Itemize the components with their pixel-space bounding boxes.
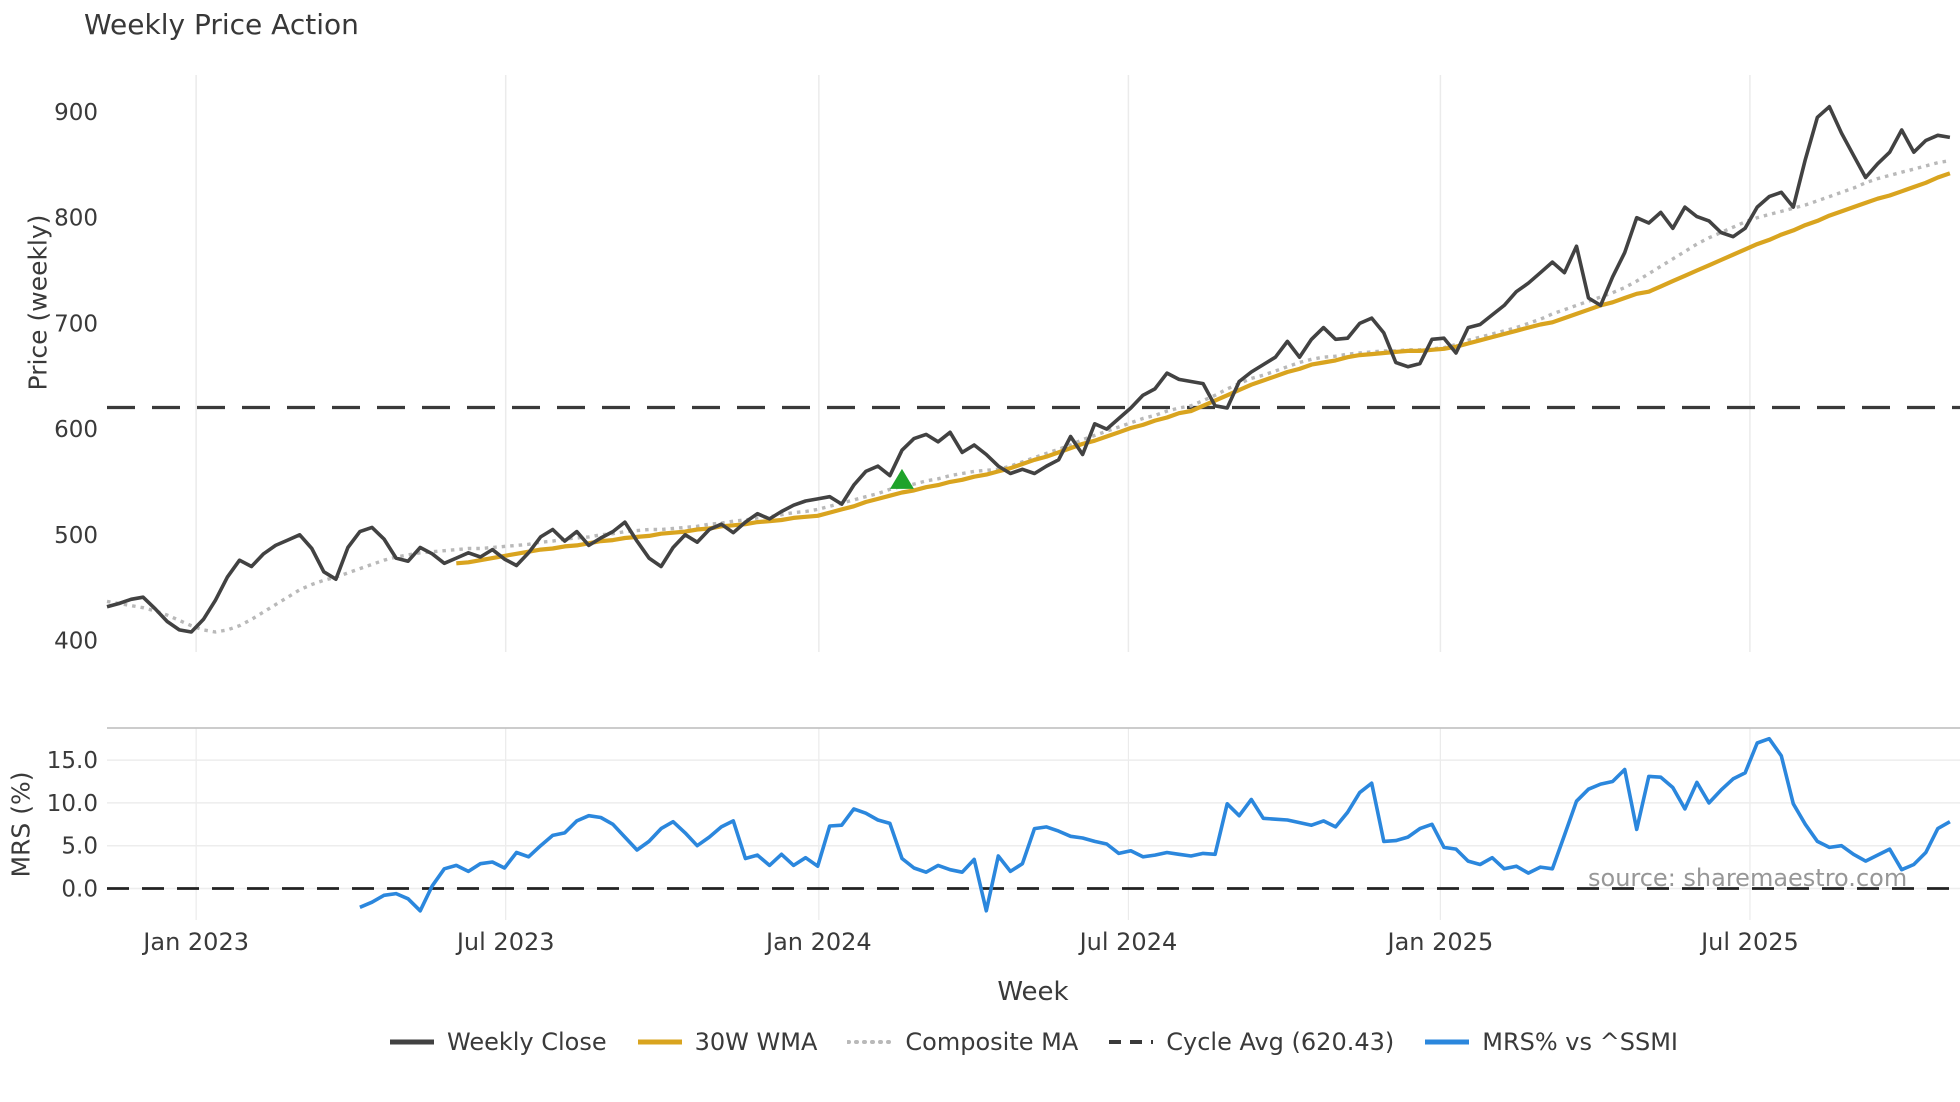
legend-swatch-dashed <box>1109 1040 1154 1044</box>
composite-ma-line <box>106 158 1951 634</box>
legend-item: Weekly Close <box>389 1028 607 1056</box>
x-tick-label: Jul 2025 <box>1699 928 1799 956</box>
legend-item: 30W WMA <box>637 1028 818 1056</box>
price-ytick-label: 900 <box>54 100 98 126</box>
x-tick-label: Jul 2023 <box>455 928 555 956</box>
mrs-ytick-label: 0.0 <box>61 877 98 903</box>
legend-label: Weekly Close <box>447 1028 607 1056</box>
legend-swatch-solid <box>1425 1039 1470 1045</box>
legend-label: MRS% vs ^SSMI <box>1482 1028 1678 1056</box>
legend-swatch-solid <box>390 1039 434 1045</box>
chart-legend: Weekly Close 30W WMA Composite MA Cycle … <box>107 1028 1960 1056</box>
chart-title: Weekly Price Action <box>84 8 359 41</box>
x-tick-label: Jul 2024 <box>1078 928 1178 956</box>
legend-item: MRS% vs ^SSMI <box>1424 1028 1678 1056</box>
price-ytick-label: 800 <box>54 206 98 232</box>
mrs-ytick-label: 5.0 <box>61 834 98 860</box>
legend-item: Composite MA <box>847 1028 1078 1056</box>
legend-label: Composite MA <box>905 1028 1079 1056</box>
wma-30w-line <box>456 171 1951 566</box>
x-axis-label: Week <box>997 977 1069 1007</box>
source-watermark: source: sharemaestro.com <box>1588 864 1908 892</box>
x-tick-label: Jan 2024 <box>764 928 872 956</box>
weekly-close-line <box>106 104 1951 634</box>
legend-item: Cycle Avg (620.43) <box>1108 1028 1394 1056</box>
x-tick-label: Jan 2025 <box>1386 928 1494 956</box>
legend-swatch-dotted <box>847 1040 894 1044</box>
price-ytick-label: 700 <box>54 311 98 337</box>
legend-swatch-solid <box>637 1039 682 1045</box>
price-ytick-label: 600 <box>54 417 98 443</box>
legend-label: Cycle Avg (620.43) <box>1166 1028 1395 1056</box>
buy-signal-triangle-marker <box>889 468 914 489</box>
legend-label: 30W WMA <box>694 1028 818 1056</box>
price-ytick-label: 500 <box>54 523 98 549</box>
mrs-ytick-label: 15.0 <box>47 748 98 774</box>
x-tick-label: Jan 2023 <box>141 928 249 956</box>
mrs-line <box>359 736 1951 913</box>
price-ytick-label: 400 <box>54 629 98 655</box>
mrs-ytick-label: 10.0 <box>47 791 98 817</box>
